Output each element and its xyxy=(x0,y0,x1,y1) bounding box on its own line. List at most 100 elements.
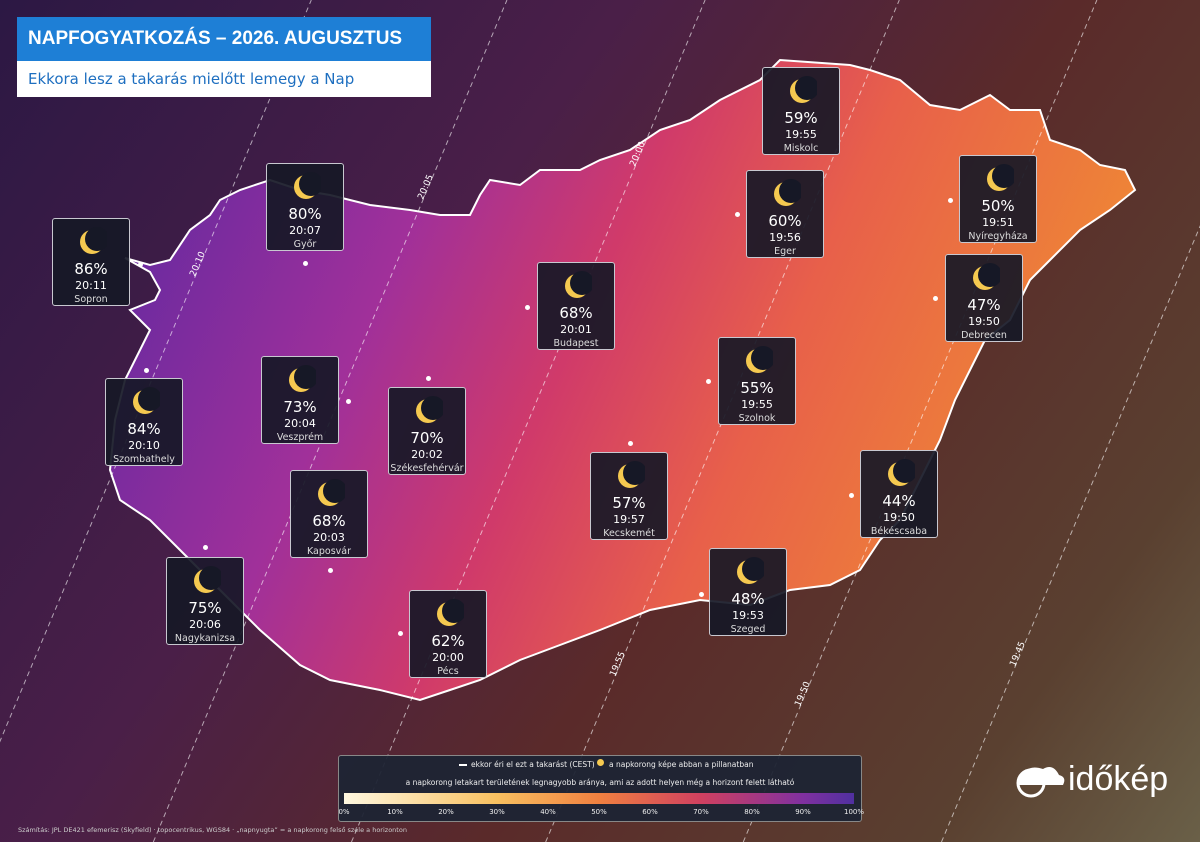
city-time: 20:03 xyxy=(313,531,345,544)
city-card: 55% 19:55 Szolnok xyxy=(718,337,796,425)
colorbar xyxy=(344,793,854,804)
moon-disc xyxy=(85,227,107,251)
city-card: 60% 19:56 Eger xyxy=(746,170,824,258)
moon-disc xyxy=(893,459,915,483)
city-percent: 70% xyxy=(410,429,444,447)
city-dot xyxy=(138,262,143,267)
sun-icon xyxy=(746,346,773,373)
title: NAPFOGYATKOZÁS – 2026. AUGUSZTUS 12. xyxy=(17,17,431,93)
sun-icon xyxy=(790,76,817,103)
city-time: 20:04 xyxy=(284,417,316,430)
sun-icon xyxy=(194,566,221,593)
sun-icon xyxy=(565,271,592,298)
city-time: 19:50 xyxy=(968,315,1000,328)
city-name: Nyíregyháza xyxy=(968,231,1028,242)
sun-icon xyxy=(437,599,464,626)
city-dot xyxy=(303,261,308,266)
city-percent: 68% xyxy=(312,512,346,530)
moon-disc xyxy=(992,164,1014,188)
city-percent: 86% xyxy=(74,260,108,278)
legend-scale-title: a napkorong letakart területének legnagy… xyxy=(405,778,795,787)
moon-disc xyxy=(421,396,443,420)
city-card: 84% 20:10 Szombathely xyxy=(105,378,183,466)
city-time: 19:50 xyxy=(883,511,915,524)
sun-icon xyxy=(80,227,107,254)
city-dot xyxy=(849,493,854,498)
city-card: 68% 20:03 Kaposvár xyxy=(290,470,368,558)
sun-icon xyxy=(416,396,443,423)
city-time: 19:55 xyxy=(785,128,817,141)
moon-disc xyxy=(795,76,817,100)
colorbar-tick-label: 30% xyxy=(489,808,505,816)
city-name: Miskolc xyxy=(783,143,819,154)
colorbar-tick-label: 0% xyxy=(338,808,350,816)
footer: Számítás: JPL DE421 efemerisz (Skyfield)… xyxy=(18,826,407,834)
city-percent: 44% xyxy=(882,492,916,510)
city-name: Győr xyxy=(293,239,317,250)
city-name: Szeged xyxy=(730,624,766,635)
city-name: Nagykanizsa xyxy=(174,633,236,644)
city-percent: 68% xyxy=(559,304,593,322)
moon-disc xyxy=(623,461,645,485)
sun-icon xyxy=(987,164,1014,191)
city-percent: 60% xyxy=(768,212,802,230)
city-dot xyxy=(525,305,530,310)
city-card: 75% 20:06 Nagykanizsa xyxy=(166,557,244,645)
sun-icon xyxy=(618,461,645,488)
legend-line-icon xyxy=(459,764,467,766)
city-name: Veszprém xyxy=(276,432,324,443)
city-name: Sopron xyxy=(74,294,108,305)
city-percent: 84% xyxy=(127,420,161,438)
city-dot xyxy=(628,441,633,446)
city-name: Kaposvár xyxy=(306,546,352,557)
city-dot xyxy=(948,198,953,203)
city-dot xyxy=(328,568,333,573)
city-percent: 57% xyxy=(612,494,646,512)
moon-disc xyxy=(570,271,592,295)
colorbar-tick-label: 80% xyxy=(744,808,760,816)
city-dot xyxy=(346,399,351,404)
city-dot xyxy=(933,296,938,301)
city-dot xyxy=(426,376,431,381)
city-time: 19:55 xyxy=(741,398,773,411)
sun-icon xyxy=(318,479,345,506)
city-percent: 75% xyxy=(188,599,222,617)
city-time: 19:56 xyxy=(769,231,801,244)
logo: időkép xyxy=(1068,760,1169,798)
city-time: 20:06 xyxy=(189,618,221,631)
city-name: Szolnok xyxy=(738,413,776,424)
city-name: Szombathely xyxy=(113,454,175,465)
subtitle: Ekkora lesz a takarás mielőtt lemegy a N… xyxy=(17,61,431,97)
city-time: 20:07 xyxy=(289,224,321,237)
city-card: 47% 19:50 Debrecen xyxy=(945,254,1023,342)
city-card: 57% 19:57 Kecskemét xyxy=(590,452,668,540)
city-name: Székesfehérvár xyxy=(390,463,464,474)
city-time: 20:11 xyxy=(75,279,107,292)
sun-icon xyxy=(289,365,316,392)
sun-icon xyxy=(973,263,1000,290)
moon-disc xyxy=(978,263,1000,287)
city-card: 70% 20:02 Székesfehérvár xyxy=(388,387,466,475)
colorbar-tick-label: 90% xyxy=(795,808,811,816)
city-time: 20:00 xyxy=(432,651,464,664)
city-card: 44% 19:50 Békéscsaba xyxy=(860,450,938,538)
city-dot xyxy=(144,368,149,373)
city-card: 73% 20:04 Veszprém xyxy=(261,356,339,444)
city-card: 59% 19:55 Miskolc xyxy=(762,67,840,155)
city-dot xyxy=(203,545,208,550)
legend-line-label: ekkor éri el ezt a takarást (CEST) xyxy=(471,760,595,769)
city-percent: 47% xyxy=(967,296,1001,314)
sun-icon xyxy=(133,387,160,414)
city-percent: 55% xyxy=(740,379,774,397)
city-name: Békéscsaba xyxy=(870,526,928,537)
city-percent: 48% xyxy=(731,590,765,608)
colorbar-tick-label: 10% xyxy=(387,808,403,816)
legend-icon-label: a napkorong képe abban a pillanatban xyxy=(609,760,754,769)
city-dot xyxy=(735,212,740,217)
moon-disc xyxy=(138,387,160,411)
city-name: Eger xyxy=(774,246,796,257)
colorbar-tick-label: 60% xyxy=(642,808,658,816)
colorbar-tick-label: 100% xyxy=(843,808,864,816)
city-percent: 50% xyxy=(981,197,1015,215)
city-card: 48% 19:53 Szeged xyxy=(709,548,787,636)
